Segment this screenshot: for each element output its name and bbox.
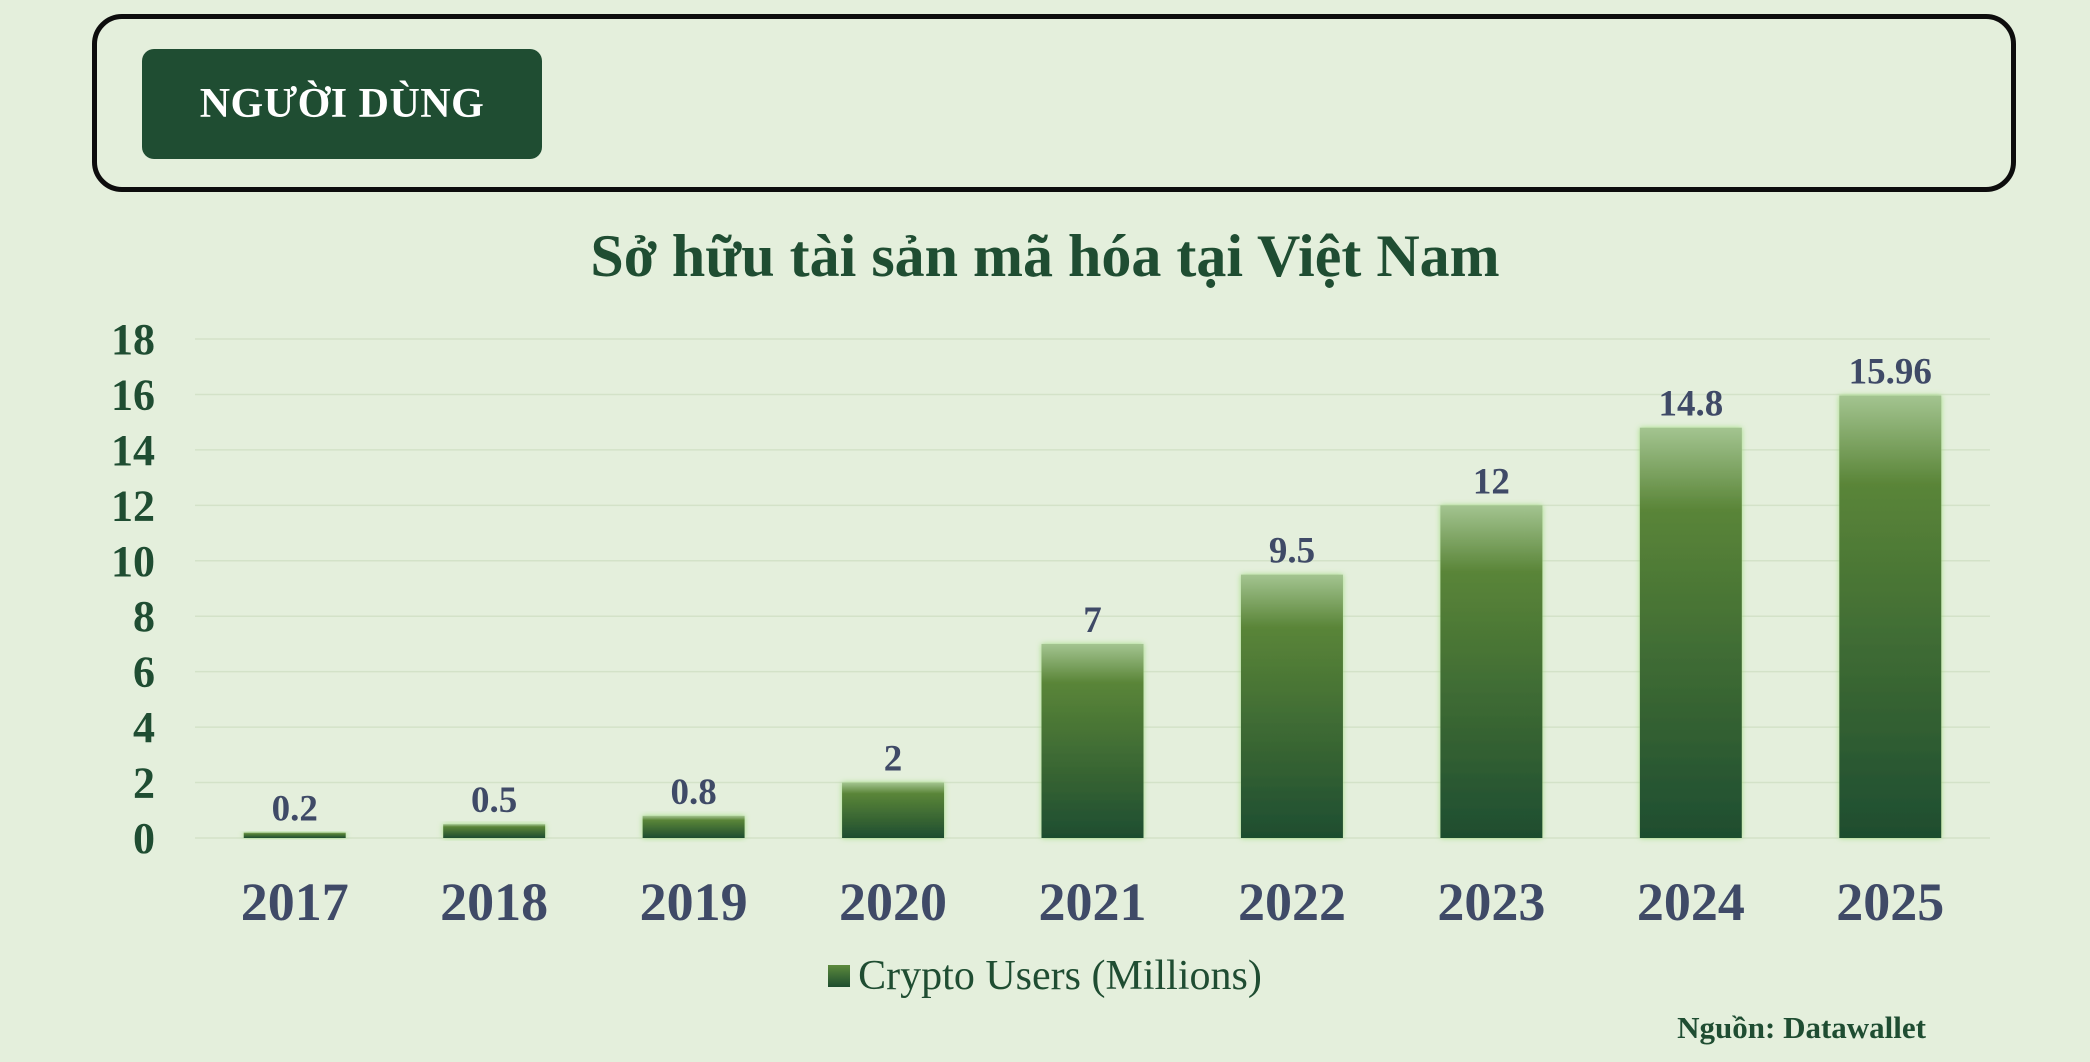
chart-title: Sở hữu tài sản mã hóa tại Việt Nam (590, 223, 1500, 289)
y-axis-ticks: 0 2 4 6 8 10 12 14 16 18 (111, 315, 155, 863)
x-tick-label: 2017 (241, 872, 349, 932)
section-tag: NGƯỜI DÙNG (142, 49, 542, 159)
y-tick-label: 4 (133, 703, 155, 752)
y-tick-label: 18 (111, 315, 155, 364)
x-tick-label: 2020 (839, 872, 947, 932)
data-labels: 0.2 0.5 0.8 2 7 9.5 12 14.8 15.96 (272, 352, 1932, 830)
y-tick-label: 14 (111, 426, 155, 475)
y-tick-label: 8 (133, 592, 155, 641)
data-label: 0.2 (272, 788, 318, 829)
x-tick-label: 2019 (640, 872, 748, 932)
bar (1240, 574, 1343, 838)
data-label: 12 (1473, 461, 1510, 502)
y-tick-label: 16 (111, 370, 155, 419)
x-axis-ticks: 2017 2018 2019 2020 2021 2022 2023 2024 2025 (241, 872, 1945, 932)
y-tick-label: 10 (111, 537, 155, 586)
data-label: 0.8 (670, 772, 716, 813)
bars (243, 395, 1942, 838)
bar (842, 782, 945, 838)
x-tick-label: 2022 (1238, 872, 1346, 932)
y-tick-label: 2 (133, 759, 155, 808)
bar (1041, 643, 1144, 838)
x-tick-label: 2024 (1637, 872, 1745, 932)
bar (1839, 395, 1942, 838)
x-tick-label: 2018 (440, 872, 548, 932)
data-label: 15.96 (1849, 352, 1932, 393)
bar (243, 832, 346, 838)
bar (1440, 505, 1543, 838)
data-label: 0.5 (471, 780, 517, 821)
legend-swatch (828, 965, 851, 987)
header-frame: NGƯỜI DÙNG (92, 14, 2016, 192)
bar (642, 815, 745, 838)
data-label: 2 (884, 739, 903, 780)
data-label: 9.5 (1269, 531, 1315, 572)
bar (1639, 427, 1742, 838)
x-tick-label: 2021 (1039, 872, 1147, 932)
bar (443, 824, 546, 838)
source-note: Nguồn: Datawallet (1677, 1010, 1926, 1045)
data-label: 14.8 (1658, 384, 1723, 425)
x-tick-label: 2023 (1437, 872, 1545, 932)
legend-label: Crypto Users (Millions) (858, 953, 1262, 999)
y-tick-label: 6 (133, 648, 155, 697)
legend: Crypto Users (Millions) (0, 952, 2090, 1000)
data-label: 7 (1083, 600, 1102, 641)
x-tick-label: 2025 (1836, 872, 1944, 932)
y-tick-label: 0 (133, 814, 155, 863)
y-tick-label: 12 (111, 481, 155, 530)
